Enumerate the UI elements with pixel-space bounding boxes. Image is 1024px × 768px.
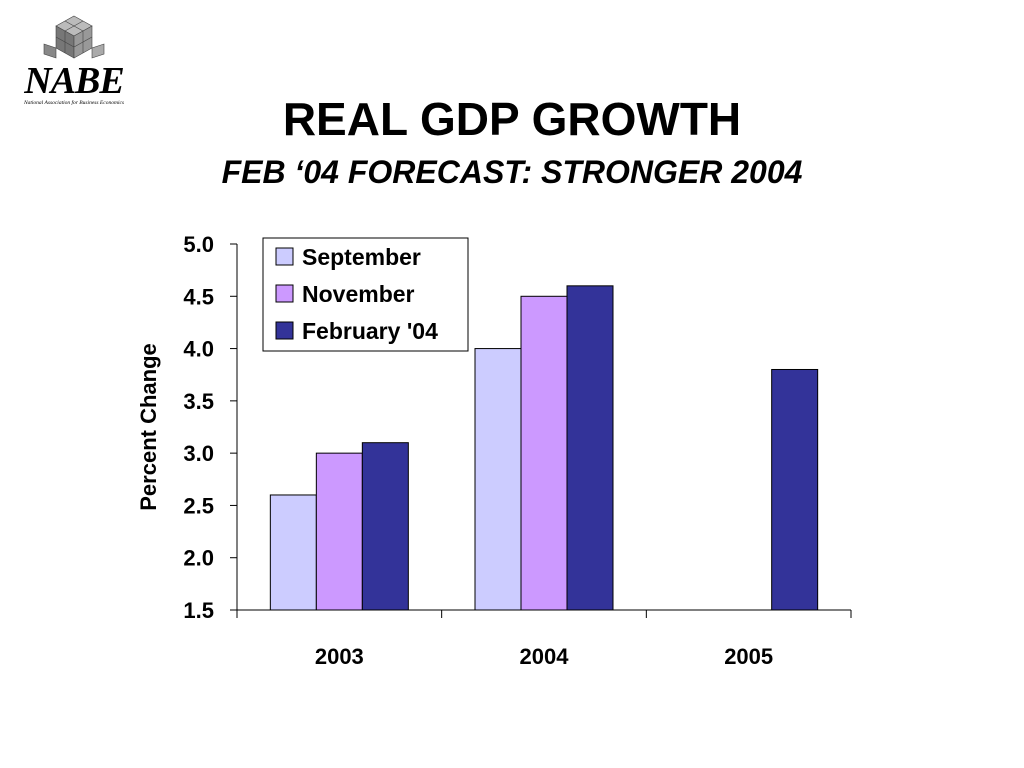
bar [771, 368, 819, 611]
x-tick-label: 2003 [315, 644, 364, 669]
nabe-logo: NABE National Association for Business E… [14, 14, 134, 106]
y-tick-label: 3.5 [183, 389, 214, 414]
y-tick-label: 2.0 [183, 546, 214, 571]
page-subtitle: FEB ‘04 FORECAST: STRONGER 2004 [221, 154, 803, 190]
bar [361, 442, 409, 611]
y-tick-label: 1.5 [183, 598, 214, 623]
y-tick-label: 4.5 [183, 284, 214, 309]
bar [315, 452, 363, 611]
legend-swatch [275, 284, 294, 303]
y-tick-label: 4.0 [183, 337, 214, 362]
legend-label: November [302, 281, 415, 307]
bar [474, 348, 522, 611]
y-tick-label: 3.0 [183, 441, 214, 466]
y-tick-label: 2.5 [183, 493, 214, 518]
bar [520, 295, 568, 611]
page-title: REAL GDP GROWTH [282, 93, 742, 145]
legend-label: September [302, 244, 421, 270]
y-tick-label: 5.0 [183, 232, 214, 257]
x-tick-label: 2004 [520, 644, 570, 669]
bar [566, 285, 614, 611]
bar [269, 494, 317, 611]
legend-swatch [275, 247, 294, 266]
logo-text: NABE [24, 60, 124, 102]
y-axis-label: Percent Change [136, 343, 161, 511]
x-tick-label: 2005 [724, 644, 773, 669]
logo-subtext: National Association for Business Econom… [23, 100, 125, 106]
legend-swatch [275, 321, 294, 340]
legend-box [262, 237, 469, 352]
cube-emblem-icon [43, 15, 105, 59]
legend-label: February '04 [302, 318, 438, 344]
